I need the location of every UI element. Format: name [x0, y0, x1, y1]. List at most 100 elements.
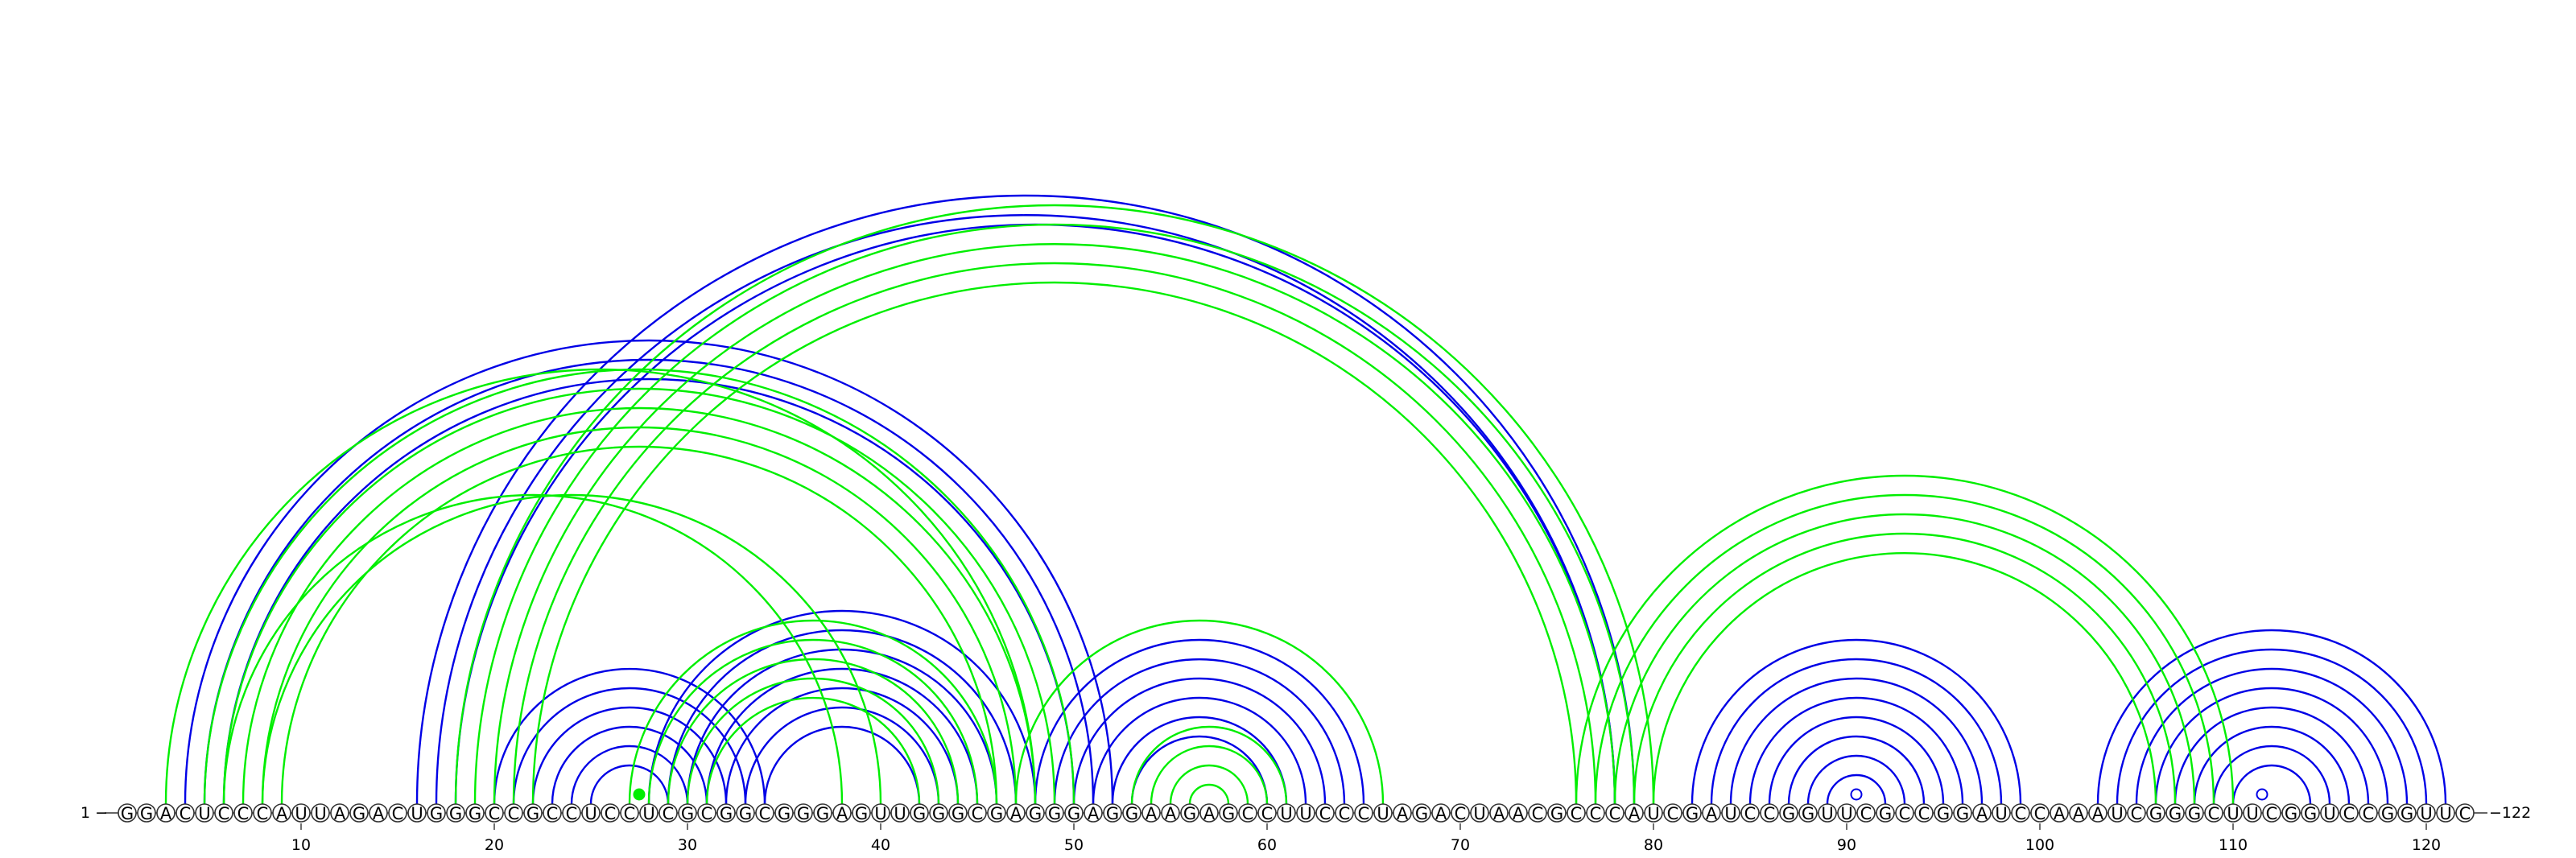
nucleotide-circle [890, 803, 910, 823]
nucleotide-circle [832, 803, 852, 823]
nucleotide-circle [1219, 803, 1238, 823]
nucleotide-letter: G [932, 804, 945, 823]
nucleotide-circle [2397, 803, 2417, 823]
nucleotide-letter: C [2208, 804, 2220, 823]
nucleotide-letter: G [1686, 804, 1699, 823]
nucleotide-circle [427, 803, 446, 823]
nucleotide-letter: A [1203, 804, 1216, 823]
nucleotide-circle [1528, 803, 1547, 823]
nucleotide-letter: C [701, 804, 713, 823]
nucleotide-circle [1180, 803, 1199, 823]
nucleotide-letter: C [1609, 804, 1621, 823]
nucleotide-circle [1779, 803, 1798, 823]
structure-b-arc [1130, 725, 1288, 805]
nucleotide-letter: G [1550, 804, 1563, 823]
nucleotide-letter: A [2054, 804, 2066, 823]
hairpin-marker [2256, 788, 2268, 801]
structure-b-arc [164, 368, 1037, 805]
nucleotide-circle [736, 803, 755, 823]
nucleotide-letter: G [1782, 804, 1795, 823]
nucleotide-circle [794, 803, 813, 823]
nucleotide-circle [2281, 803, 2301, 823]
nucleotide-letter: A [2073, 804, 2085, 823]
nucleotide-circle [562, 803, 581, 823]
nucleotide-letter: G [1029, 804, 1042, 823]
nucleotide-circle [2011, 803, 2030, 823]
nucleotide-circle [2030, 803, 2050, 823]
nucleotide-letter: G [1802, 804, 1814, 823]
nucleotide-letter: C [392, 804, 404, 823]
nucleotide-circle [1006, 803, 1026, 823]
nucleotide-letter: C [2034, 804, 2046, 823]
structure-a-arc [686, 648, 998, 805]
structure-b-arc [280, 445, 998, 805]
nucleotide-circle [1702, 803, 1721, 823]
nucleotide-letter: U [584, 804, 597, 823]
nucleotide-circle [948, 803, 968, 823]
structure-b-arc [705, 696, 921, 805]
nucleotide-circle [1141, 803, 1161, 823]
structure-a-arc [647, 609, 1037, 805]
nucleotide-letter: C [972, 804, 984, 823]
tick-label: 60 [1257, 836, 1277, 854]
nucleotide-circle [678, 803, 697, 823]
nucleotide-circle [1431, 803, 1451, 823]
structure-b-arc [1150, 745, 1269, 805]
nucleotide-letter: C [566, 804, 578, 823]
nucleotide-circle [407, 803, 427, 823]
structure-b-arc [1633, 532, 2177, 805]
nucleotide-circle [369, 803, 388, 823]
nucleotide-letter: G [1415, 804, 1428, 823]
nucleotide-circle [330, 803, 349, 823]
nucleotide-letter: C [1358, 804, 1370, 823]
structure-a-arc [570, 745, 689, 805]
nucleotide-circle [1663, 803, 1682, 823]
nucleotide-circle [1045, 803, 1064, 823]
nucleotide-circle [968, 803, 987, 823]
nucleotide-letter: G [952, 804, 964, 823]
nucleotide-circle [639, 803, 658, 823]
structure-b-arc [1014, 619, 1385, 805]
nucleotide-circle [543, 803, 562, 823]
nucleotide-letter: U [2227, 804, 2239, 823]
tick-label: 50 [1064, 836, 1084, 854]
nucleotide-circle [1373, 803, 1393, 823]
nucleotide-letter: C [1532, 804, 1544, 823]
nucleotide-letter: G [1956, 804, 1969, 823]
nucleotide-letter: U [295, 804, 307, 823]
nucleotide-letter: A [160, 804, 172, 823]
nucleotide-circle [1084, 803, 1103, 823]
nucleotide-letter: C [489, 804, 501, 823]
structure-a-arc [589, 764, 670, 805]
tick-label: 10 [291, 836, 311, 854]
nucleotide-circle [1026, 803, 1045, 823]
nucleotide-letter: C [1571, 804, 1583, 823]
nucleotide-circle [2069, 803, 2088, 823]
structure-b-arc [493, 242, 1616, 805]
tick-label: 110 [2219, 836, 2248, 854]
nucleotide-letter: A [276, 804, 288, 823]
nucleotide-letter: U [1299, 804, 1311, 823]
nucleotide-circle [1567, 803, 1586, 823]
sequence-end-label: −122 [2489, 804, 2531, 822]
structure-a-arc [2193, 725, 2351, 805]
nucleotide-letter: C [2015, 804, 2027, 823]
nucleotide-letter: A [1165, 804, 1177, 823]
nucleotide-letter: C [759, 804, 771, 823]
nucleotide-letter: G [2401, 804, 2413, 823]
nucleotide-circle [1489, 803, 1509, 823]
nucleotide-circle [1586, 803, 1605, 823]
structure-b-arc [1613, 513, 2196, 805]
nucleotide-letter: U [198, 804, 210, 823]
nucleotide-circle [118, 803, 137, 823]
nucleotide-letter: G [1048, 804, 1061, 823]
structure-b-arc [222, 493, 844, 805]
structure-a-arc [1806, 754, 1906, 805]
nucleotide-letter: C [257, 804, 269, 823]
nucleotide-circle [1876, 803, 1895, 823]
nucleotide-letter: C [1455, 804, 1467, 823]
nucleotide-letter: U [1377, 804, 1389, 823]
structure-b-arc [261, 493, 882, 805]
nucleotide-circle [1624, 803, 1644, 823]
